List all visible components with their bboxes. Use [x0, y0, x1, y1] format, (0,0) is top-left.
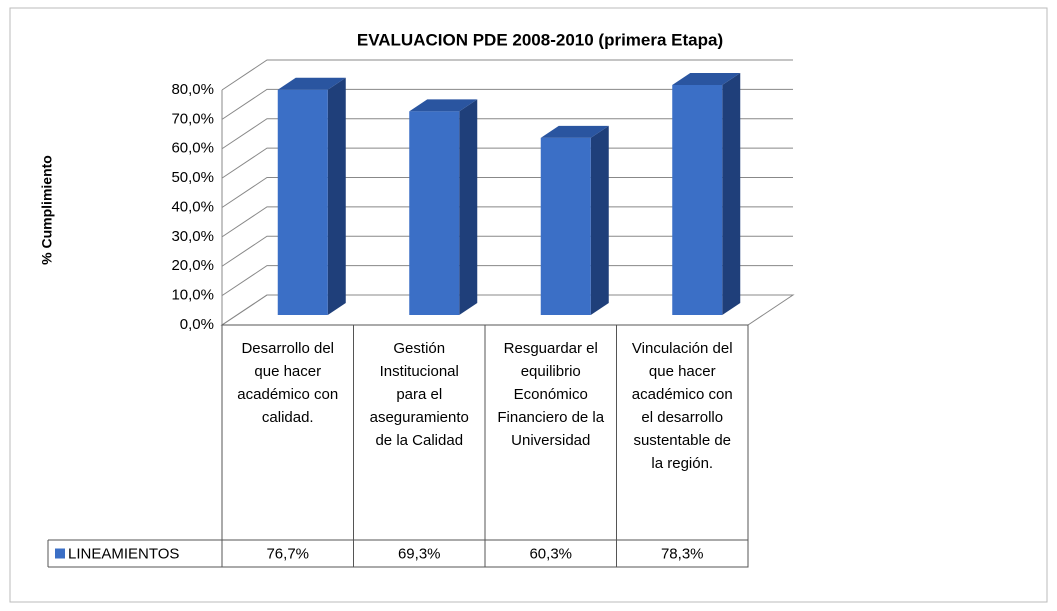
y-tick-label: 0,0%	[180, 316, 214, 333]
chart-title: EVALUACION PDE 2008-2010 (primera Etapa)	[357, 30, 723, 49]
y-tick-label: 50,0%	[171, 169, 214, 186]
bar-face	[277, 89, 328, 315]
bar-face	[277, 77, 346, 90]
grid-line	[221, 294, 793, 326]
legend-swatch	[55, 548, 65, 559]
y-tick-label: 10,0%	[171, 287, 214, 304]
bar-face	[327, 77, 346, 315]
x-tick-label: Resguardar el equilibrio Económico Finan…	[497, 340, 605, 449]
bar-face	[590, 125, 609, 316]
legend-label: LINEAMIENTOS	[68, 545, 179, 562]
data-table-value: 78,3%	[661, 545, 704, 562]
grid-line	[221, 206, 793, 238]
grid-line	[221, 235, 793, 267]
bar-face	[540, 137, 591, 315]
y-tick-label: 70,0%	[171, 110, 214, 127]
data-table-value: 60,3%	[529, 545, 572, 562]
bar-face	[409, 111, 460, 316]
grid-line	[221, 118, 793, 150]
y-tick-label: 30,0%	[171, 228, 214, 245]
bar-face	[672, 72, 741, 85]
y-tick-label: 80,0%	[171, 81, 214, 98]
bar-face	[409, 99, 478, 112]
x-tick-label: Desarrollo del que hacer académico con c…	[237, 340, 339, 426]
y-tick-label: 20,0%	[171, 257, 214, 274]
y-tick-label: 60,0%	[171, 140, 214, 157]
y-axis-label: % Cumplimiento	[39, 155, 55, 265]
x-tick-label: Vinculación del que hacer académico con …	[631, 340, 733, 472]
grid-line	[221, 88, 793, 120]
bar-face	[672, 84, 723, 316]
data-table-value: 69,3%	[398, 545, 441, 562]
bar	[672, 72, 741, 316]
bar-face	[459, 99, 478, 316]
grid-line	[221, 177, 793, 208]
grid-line	[221, 265, 793, 297]
bar	[277, 77, 346, 315]
bar-face	[540, 125, 609, 138]
bar	[540, 125, 609, 316]
chart-border	[9, 7, 1048, 603]
bar-face	[722, 72, 741, 316]
x-tick-label: Gestión Institucional para el aseguramie…	[369, 340, 469, 449]
data-table-value: 76,7%	[266, 545, 309, 562]
y-tick-label: 40,0%	[171, 198, 214, 215]
grid-line	[221, 147, 793, 179]
grid-line	[221, 59, 793, 91]
bar	[409, 99, 478, 316]
